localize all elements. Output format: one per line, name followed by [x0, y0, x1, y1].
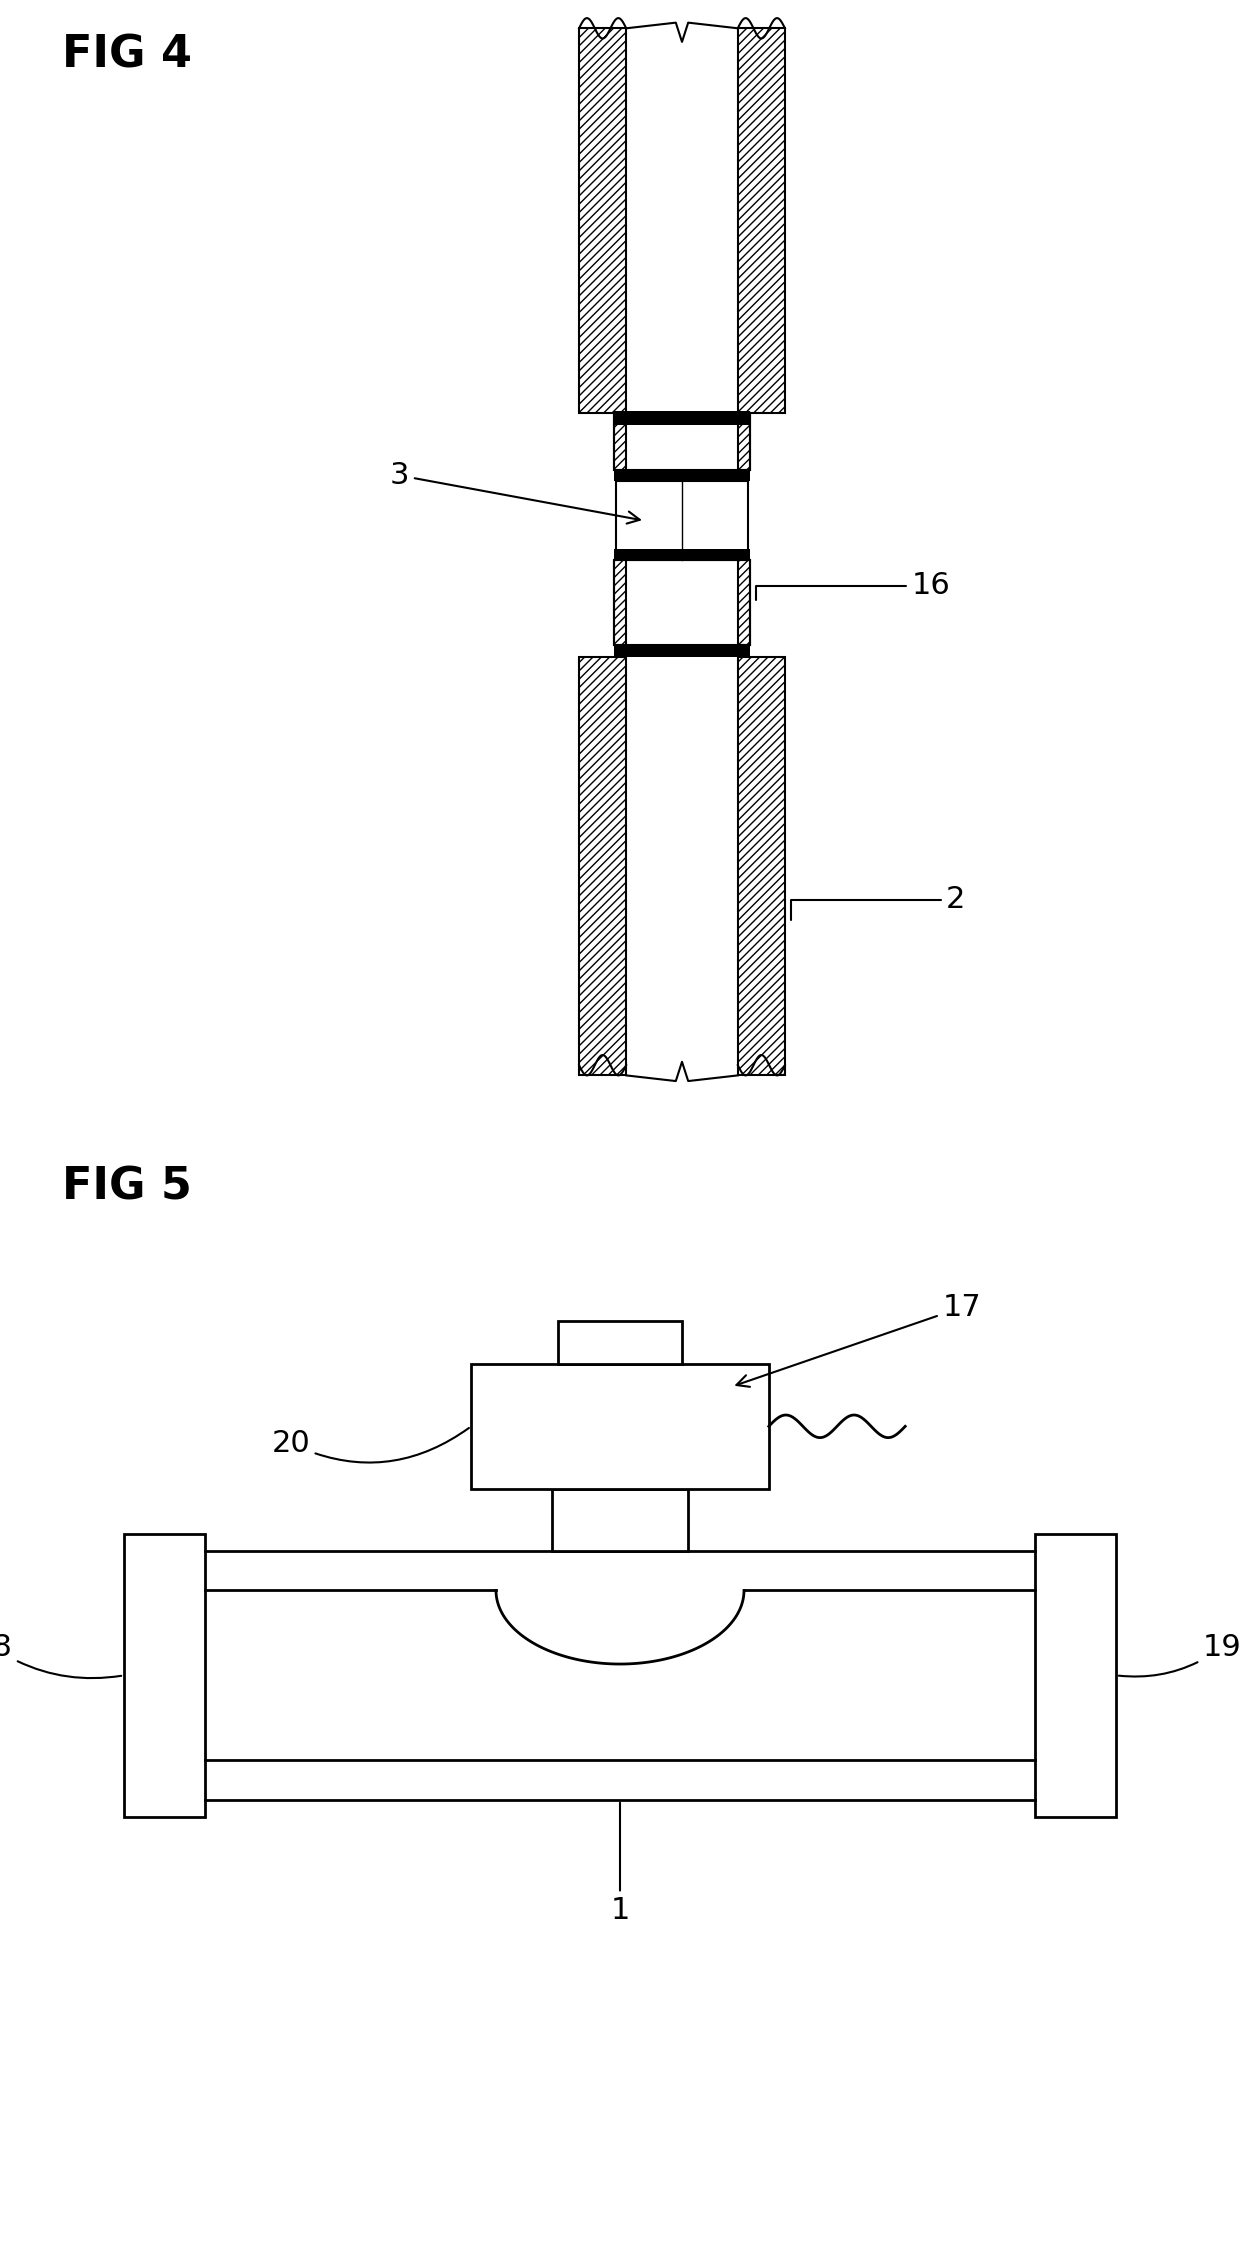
Bar [614, 645, 750, 657]
Bar [614, 412, 626, 471]
Bar [614, 559, 750, 645]
Bar [579, 657, 626, 1075]
Bar [614, 559, 626, 645]
Bar [558, 1320, 682, 1363]
Bar [616, 482, 748, 561]
Bar [471, 1363, 769, 1490]
Text: 20: 20 [272, 1429, 469, 1463]
Text: 1: 1 [610, 1802, 630, 1924]
Bar [738, 412, 750, 471]
Bar [738, 657, 785, 1075]
Bar [614, 412, 750, 471]
Bar [1035, 1535, 1116, 1816]
Text: FIG 5: FIG 5 [62, 1166, 192, 1209]
Bar [738, 29, 785, 412]
Bar [124, 1535, 205, 1816]
Text: FIG 4: FIG 4 [62, 34, 192, 77]
Text: 19: 19 [1118, 1632, 1240, 1678]
Bar [614, 412, 750, 426]
Bar [738, 559, 750, 645]
Text: 16: 16 [756, 571, 950, 600]
Bar [614, 471, 750, 482]
Bar [579, 29, 626, 412]
Bar [552, 1490, 688, 1551]
Text: 3: 3 [389, 462, 640, 523]
Text: 18: 18 [0, 1632, 122, 1678]
Text: 17: 17 [737, 1293, 981, 1388]
Text: 2: 2 [791, 885, 966, 919]
Bar [614, 550, 750, 561]
